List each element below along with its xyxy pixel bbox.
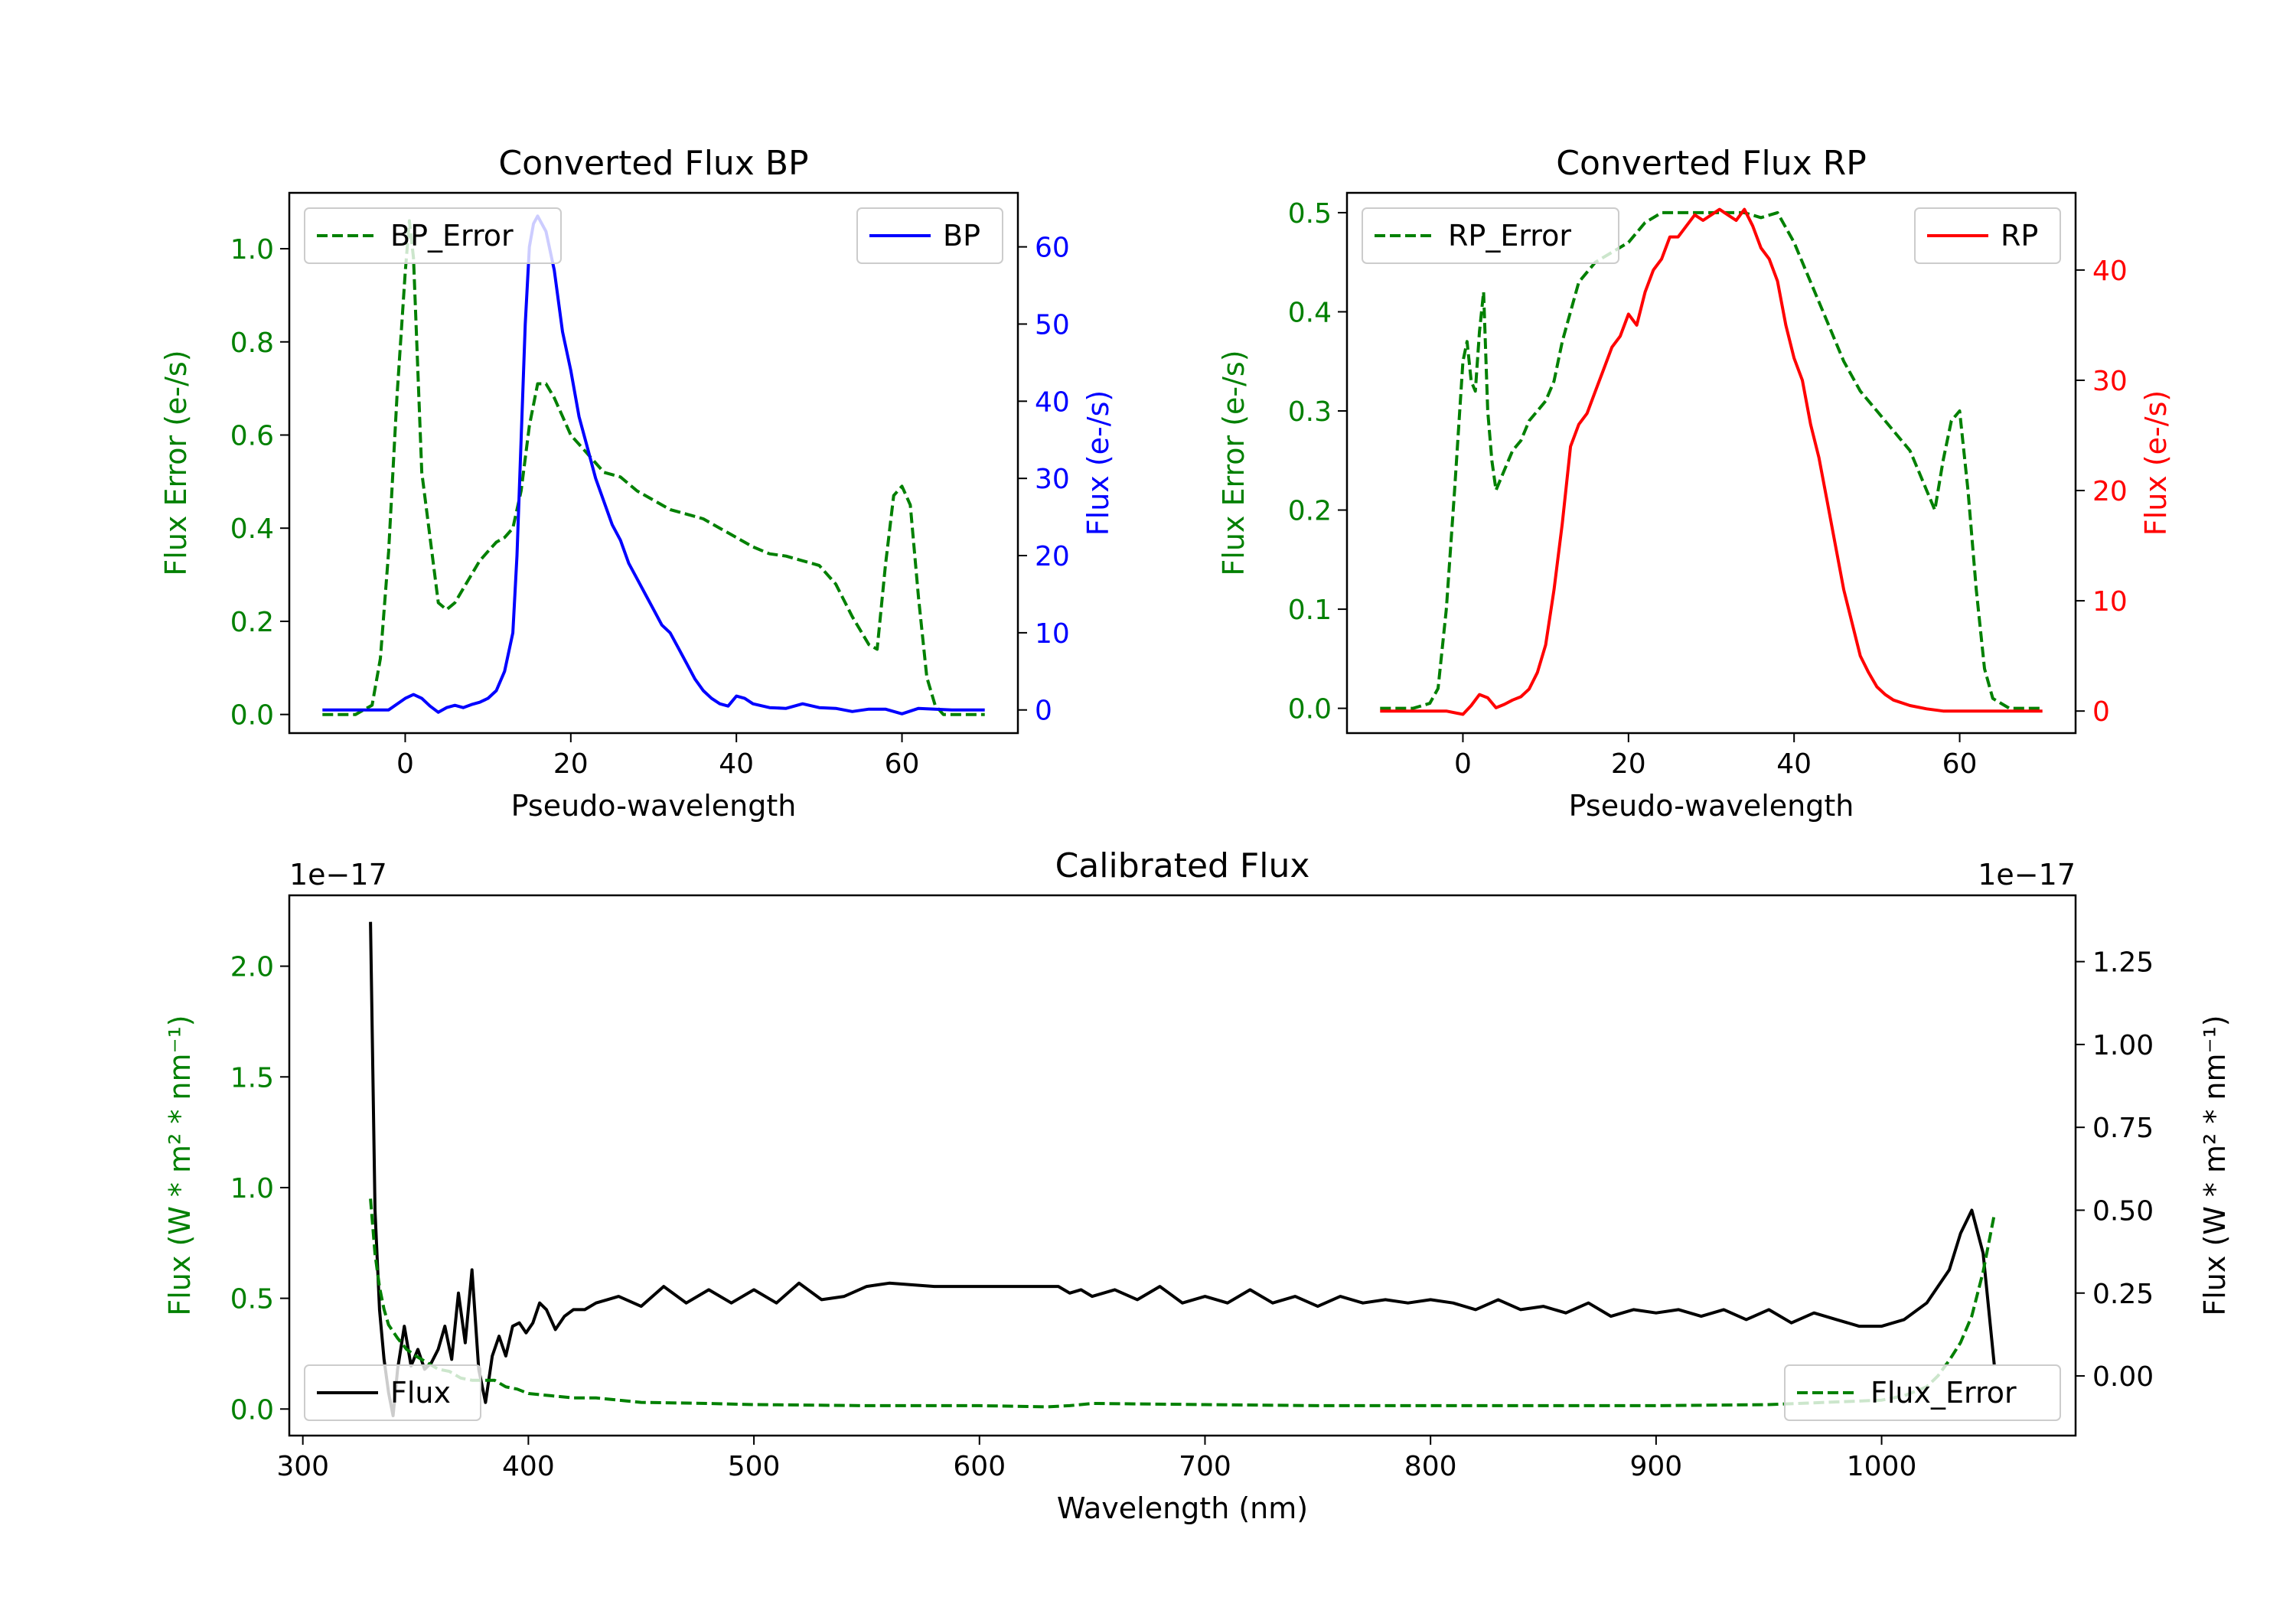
y-right-tick-label: 0 <box>2092 696 2110 728</box>
legend-box <box>1362 207 1619 264</box>
x-axis-label: Pseudo-wavelength <box>511 789 797 823</box>
chart-title: Converted Flux RP <box>1556 144 1867 183</box>
x-tick-label: 20 <box>553 748 589 780</box>
x-tick-label: 0 <box>396 748 414 780</box>
x-tick-label: 300 <box>276 1451 329 1482</box>
y-right-tick-label: 10 <box>2092 586 2128 618</box>
y-right-tick-label: 1.25 <box>2092 947 2154 979</box>
y-left-tick-label: 0.5 <box>1288 198 1332 230</box>
legend-label: BP <box>943 219 980 253</box>
series-line-rp <box>1380 207 2043 716</box>
legend-box <box>304 1364 481 1421</box>
y-left-axis-label: Flux Error (e-/s) <box>159 350 193 575</box>
y-right-tick-label: 50 <box>1035 309 1070 341</box>
legend-label: Flux <box>390 1376 451 1410</box>
x-tick-label: 40 <box>1776 748 1812 780</box>
y-right-tick-label: 0.75 <box>2092 1113 2154 1144</box>
y-right-axis-label: Flux (e-/s) <box>2139 390 2173 536</box>
y-right-tick-label: 30 <box>1035 464 1070 495</box>
legend-label: Flux_Error <box>1870 1376 2017 1410</box>
y-right-axis-label: Flux (e-/s) <box>1081 390 1115 536</box>
y-right-tick-label: 10 <box>1035 618 1070 650</box>
chart-panel-2: 0 20 40 60 0.0 0.1 0.2 0.3 0.4 0.5 0 10 20 30 40 Conver… <box>1217 144 2173 823</box>
y-right-axis-label: Flux (W * m² * nm⁻¹) <box>2198 1015 2232 1315</box>
legend-label: BP_Error <box>390 219 514 253</box>
y-left-tick-label: 1.0 <box>230 234 274 266</box>
y-right-tick-label: 60 <box>1035 233 1070 264</box>
y-right-tick-label: 0.00 <box>2092 1361 2154 1393</box>
y-left-tick-label: 0.8 <box>230 328 274 359</box>
x-tick-label: 20 <box>1611 748 1646 780</box>
chart-title: Converted Flux BP <box>498 144 808 183</box>
y-right-tick-label: 20 <box>2092 476 2128 507</box>
legend-right: BP <box>856 207 1003 264</box>
axes-frame <box>1345 191 2077 735</box>
y-left-tick-label: 0.1 <box>1288 595 1332 626</box>
y-left-axis-label: Flux Error (e-/s) <box>1217 350 1251 575</box>
x-tick-label: 1000 <box>1847 1451 1917 1482</box>
x-tick-label: 40 <box>719 748 754 780</box>
y-left-tick-label: 0.4 <box>1288 297 1332 328</box>
axes-frame <box>288 894 2077 1437</box>
y-left-tick-label: 0.3 <box>1288 396 1332 428</box>
legend-right: Flux_Error <box>1784 1364 2061 1421</box>
y-right-tick-label: 40 <box>2092 256 2128 287</box>
y-right-tick-label: 40 <box>1035 386 1070 418</box>
x-tick-label: 0 <box>1454 748 1472 780</box>
series-line-flux <box>369 921 1996 1417</box>
y-left-tick-label: 0.0 <box>230 700 274 732</box>
legend-label: RP <box>2001 219 2038 253</box>
y-right-tick-label: 30 <box>2092 366 2128 397</box>
y-right-tick-label: 0.50 <box>2092 1195 2154 1227</box>
y-left-tick-label: 0.0 <box>230 1394 274 1426</box>
y-left-tick-label: 0.2 <box>230 607 274 638</box>
series-line-flux-error <box>369 1198 1996 1409</box>
y-left-tick-label: 0.4 <box>230 513 274 545</box>
y-right-offset-text: 1e−17 <box>1978 858 2076 892</box>
y-right-tick-label: 0 <box>1035 696 1052 727</box>
legend-box <box>1784 1364 2061 1421</box>
y-right-tick-label: 20 <box>1035 541 1070 572</box>
y-left-tick-label: 0.0 <box>1288 694 1332 725</box>
x-tick-label: 600 <box>953 1451 1006 1482</box>
y-left-tick-label: 0.5 <box>230 1284 274 1315</box>
chart-title: Calibrated Flux <box>1055 846 1310 885</box>
x-tick-label: 500 <box>728 1451 781 1482</box>
y-left-tick-label: 1.5 <box>230 1062 274 1094</box>
legend-left: RP_Error <box>1362 207 1619 264</box>
y-left-tick-label: 2.0 <box>230 952 274 983</box>
x-tick-label: 400 <box>502 1451 555 1482</box>
series-line-bp-error <box>322 219 985 716</box>
axes-frame <box>288 191 1019 735</box>
chart-panel-3: 300 400 500 600 700 800 900 1000 0.0 0.5 1.0 1.5 2.0… <box>163 846 2232 1525</box>
y-left-offset-text: 1e−17 <box>289 858 387 892</box>
legend-box <box>304 207 562 264</box>
y-left-axis-label: Flux (W * m² * nm⁻¹) <box>163 1015 197 1315</box>
x-axis-label: Pseudo-wavelength <box>1569 789 1854 823</box>
y-left-tick-label: 0.6 <box>230 420 274 451</box>
chart-panel-1: 0 20 40 60 0.0 0.2 0.4 0.6 0.8 1.0 0 10 20 30 40 50 60 Co… <box>159 144 1115 823</box>
legend-label: RP_Error <box>1448 219 1571 253</box>
x-tick-label: 900 <box>1630 1451 1683 1482</box>
x-tick-label: 60 <box>885 748 920 780</box>
y-left-tick-label: 0.2 <box>1288 496 1332 527</box>
x-tick-label: 60 <box>1942 748 1978 780</box>
y-right-tick-label: 0.25 <box>2092 1279 2154 1310</box>
x-axis-label: Wavelength (nm) <box>1057 1491 1308 1525</box>
y-right-tick-label: 1.00 <box>2092 1030 2154 1061</box>
y-left-tick-label: 1.0 <box>230 1173 274 1204</box>
series-line-bp <box>322 214 985 715</box>
legend-right: RP <box>1914 207 2061 264</box>
x-tick-label: 700 <box>1179 1451 1231 1482</box>
legend-left: Flux <box>304 1364 481 1421</box>
series-line-rp-error <box>1380 210 2043 710</box>
legend-left: BP_Error <box>304 207 562 264</box>
x-tick-label: 800 <box>1404 1451 1457 1482</box>
